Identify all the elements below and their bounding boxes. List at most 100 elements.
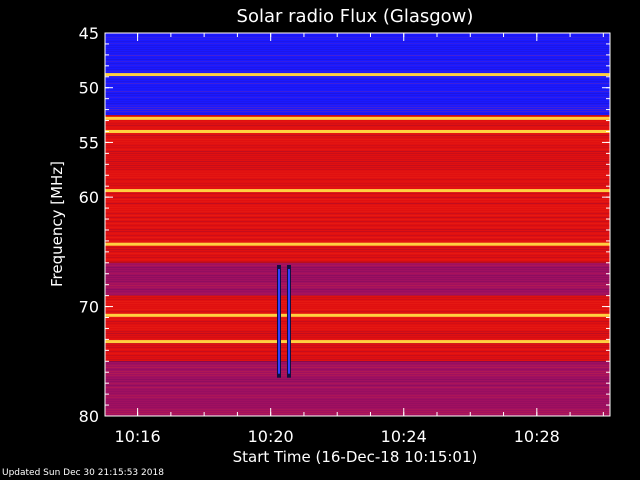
- burst-core: [287, 268, 290, 374]
- rfi-line: [105, 129, 610, 133]
- texture-stripe: [105, 405, 610, 406]
- texture-stripe: [105, 197, 610, 198]
- y-tick-label: 70: [79, 298, 99, 317]
- texture-stripe: [105, 411, 610, 412]
- texture-stripe: [105, 113, 610, 114]
- burst-core: [277, 268, 280, 374]
- texture-stripe: [105, 137, 610, 138]
- texture-stripe: [105, 129, 610, 130]
- texture-stripe: [105, 329, 610, 330]
- texture-stripe: [105, 333, 610, 334]
- axes: 45 50 55 60 70 80 10:16 10:20 10:24 10:28: [79, 24, 611, 446]
- texture-stripe: [105, 261, 610, 262]
- texture-stripe: [105, 151, 610, 152]
- rfi-line: [105, 242, 610, 246]
- texture-stripe: [105, 317, 610, 318]
- texture-stripe: [105, 399, 610, 400]
- texture-stripe: [105, 247, 610, 248]
- texture-stripe: [105, 59, 610, 60]
- texture-stripe: [105, 81, 610, 82]
- texture-stripe: [105, 359, 610, 360]
- texture-stripe: [105, 285, 610, 286]
- texture-stripe: [105, 347, 610, 348]
- texture-stripe: [105, 303, 610, 304]
- texture-stripe: [105, 231, 610, 232]
- texture-stripe: [105, 109, 610, 110]
- texture-stripe: [105, 171, 610, 172]
- texture-stripe: [105, 227, 610, 228]
- texture-stripe: [105, 409, 610, 410]
- texture-stripe: [105, 53, 610, 54]
- intensity-band: [105, 361, 610, 416]
- texture-stripe: [105, 71, 610, 72]
- texture-stripe: [105, 209, 610, 210]
- texture-stripe: [105, 395, 610, 396]
- texture-stripe: [105, 297, 610, 298]
- texture-stripe: [105, 37, 610, 38]
- texture-stripe: [105, 161, 610, 162]
- rfi-line: [105, 313, 610, 317]
- texture-stripe: [105, 183, 610, 184]
- texture-stripe: [105, 79, 610, 80]
- intensity-band: [105, 295, 610, 362]
- texture-stripe: [105, 233, 610, 234]
- texture-stripe: [105, 301, 610, 302]
- texture-stripe: [105, 35, 610, 36]
- texture-stripe: [105, 221, 610, 222]
- y-tick-label: 45: [79, 24, 99, 43]
- texture-stripe: [105, 401, 610, 402]
- texture-stripe: [105, 49, 610, 50]
- texture-stripe: [105, 77, 610, 78]
- texture-stripe: [105, 91, 610, 92]
- plot-area: [105, 33, 610, 416]
- y-tick-label: 55: [79, 133, 99, 152]
- texture-stripe: [105, 363, 610, 364]
- texture-stripe: [105, 345, 610, 346]
- x-axis-label: Start Time (16-Dec-18 10:15:01): [233, 448, 478, 466]
- update-timestamp: Updated Sun Dec 30 21:15:53 2018: [2, 468, 164, 478]
- texture-stripe: [105, 181, 610, 182]
- texture-stripe: [105, 321, 610, 322]
- texture-stripe: [105, 169, 610, 170]
- texture-stripe: [105, 305, 610, 306]
- texture-stripe: [105, 311, 610, 312]
- texture-stripe: [105, 397, 610, 398]
- texture-stripe: [105, 287, 610, 288]
- texture-stripe: [105, 323, 610, 324]
- texture-stripe: [105, 217, 610, 218]
- texture-stripe: [105, 203, 610, 204]
- texture-stripe: [105, 125, 610, 126]
- intensity-band: [105, 115, 610, 263]
- texture-stripe: [105, 353, 610, 354]
- texture-stripe: [105, 193, 610, 194]
- texture-stripe: [105, 385, 610, 386]
- texture-stripe: [105, 211, 610, 212]
- texture-stripe: [105, 225, 610, 226]
- texture-stripe: [105, 355, 610, 356]
- texture-stripe: [105, 67, 610, 68]
- texture-stripe: [105, 135, 610, 136]
- texture-stripe: [105, 277, 610, 278]
- texture-stripe: [105, 223, 610, 224]
- texture-stripe: [105, 215, 610, 216]
- plot-frame: [104, 32, 611, 417]
- texture-stripe: [105, 213, 610, 214]
- texture-stripe: [105, 115, 610, 116]
- texture-stripe: [105, 163, 610, 164]
- texture-stripe: [105, 121, 610, 122]
- texture-stripe: [105, 393, 610, 394]
- texture-stripe: [105, 65, 610, 66]
- texture-stripe: [105, 157, 610, 158]
- texture-stripe: [105, 275, 610, 276]
- texture-stripe: [105, 155, 610, 156]
- texture-stripe: [105, 147, 610, 148]
- texture-stripe: [105, 97, 610, 98]
- texture-stripe: [105, 343, 610, 344]
- texture-stripe: [105, 265, 610, 266]
- texture-stripe: [105, 403, 610, 404]
- texture-stripe: [105, 105, 610, 106]
- texture-stripe: [105, 389, 610, 390]
- texture-stripe: [105, 259, 610, 260]
- texture-stripe: [105, 93, 610, 94]
